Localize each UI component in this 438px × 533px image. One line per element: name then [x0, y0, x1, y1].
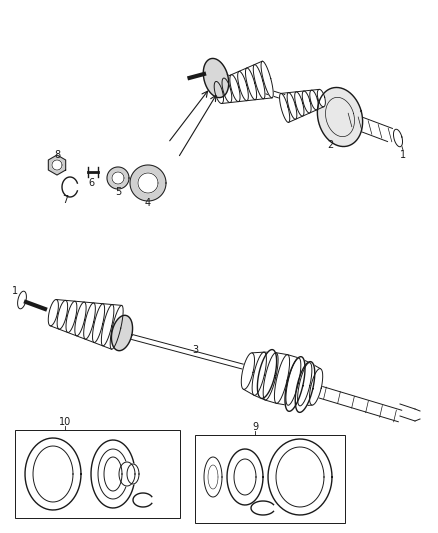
Polygon shape: [110, 305, 123, 349]
Polygon shape: [252, 352, 266, 395]
Polygon shape: [130, 165, 166, 201]
Polygon shape: [325, 98, 354, 136]
Polygon shape: [295, 92, 304, 116]
Polygon shape: [107, 167, 129, 189]
Polygon shape: [57, 301, 67, 329]
Polygon shape: [204, 457, 222, 497]
Text: 5: 5: [115, 187, 121, 197]
Polygon shape: [127, 464, 139, 484]
Polygon shape: [112, 172, 124, 184]
Text: 6: 6: [88, 178, 94, 188]
Polygon shape: [310, 90, 318, 110]
Polygon shape: [111, 316, 133, 351]
Text: 4: 4: [145, 198, 151, 208]
Polygon shape: [101, 305, 114, 346]
Polygon shape: [48, 300, 58, 326]
Polygon shape: [66, 301, 77, 333]
Polygon shape: [285, 357, 305, 411]
Text: 1: 1: [400, 150, 406, 160]
Polygon shape: [245, 68, 257, 100]
Polygon shape: [310, 369, 323, 405]
Polygon shape: [92, 304, 105, 343]
Polygon shape: [317, 90, 325, 107]
Polygon shape: [318, 87, 363, 147]
Polygon shape: [287, 93, 297, 119]
Polygon shape: [25, 438, 81, 510]
Polygon shape: [227, 449, 263, 505]
Polygon shape: [276, 447, 324, 507]
Polygon shape: [279, 93, 290, 123]
Polygon shape: [18, 291, 26, 309]
Polygon shape: [263, 353, 278, 400]
Text: 10: 10: [59, 417, 71, 427]
Polygon shape: [203, 59, 229, 98]
Polygon shape: [75, 302, 86, 336]
Polygon shape: [286, 358, 301, 405]
Polygon shape: [295, 361, 315, 413]
Polygon shape: [48, 155, 66, 175]
Bar: [195, 435, 345, 523]
Text: 7: 7: [62, 195, 68, 205]
Polygon shape: [104, 457, 122, 491]
Bar: [15, 430, 180, 518]
Polygon shape: [393, 129, 403, 147]
Polygon shape: [258, 350, 277, 399]
Polygon shape: [33, 446, 73, 502]
Polygon shape: [253, 64, 265, 99]
Text: 9: 9: [252, 422, 258, 432]
Polygon shape: [52, 160, 62, 170]
Polygon shape: [119, 462, 135, 486]
Polygon shape: [98, 449, 128, 499]
Polygon shape: [222, 78, 232, 102]
Polygon shape: [238, 71, 248, 101]
Polygon shape: [297, 362, 312, 406]
Polygon shape: [268, 439, 332, 515]
Polygon shape: [138, 173, 158, 193]
Text: 1: 1: [12, 286, 18, 296]
Polygon shape: [302, 91, 311, 113]
Polygon shape: [208, 465, 218, 489]
Polygon shape: [234, 459, 256, 495]
Text: 8: 8: [54, 150, 60, 160]
Polygon shape: [91, 440, 135, 508]
Polygon shape: [275, 355, 290, 403]
Polygon shape: [214, 82, 223, 103]
Text: 2: 2: [327, 140, 333, 150]
Polygon shape: [241, 353, 254, 390]
Polygon shape: [230, 75, 240, 102]
Polygon shape: [84, 303, 95, 339]
Text: 3: 3: [192, 345, 198, 355]
Polygon shape: [261, 61, 273, 98]
